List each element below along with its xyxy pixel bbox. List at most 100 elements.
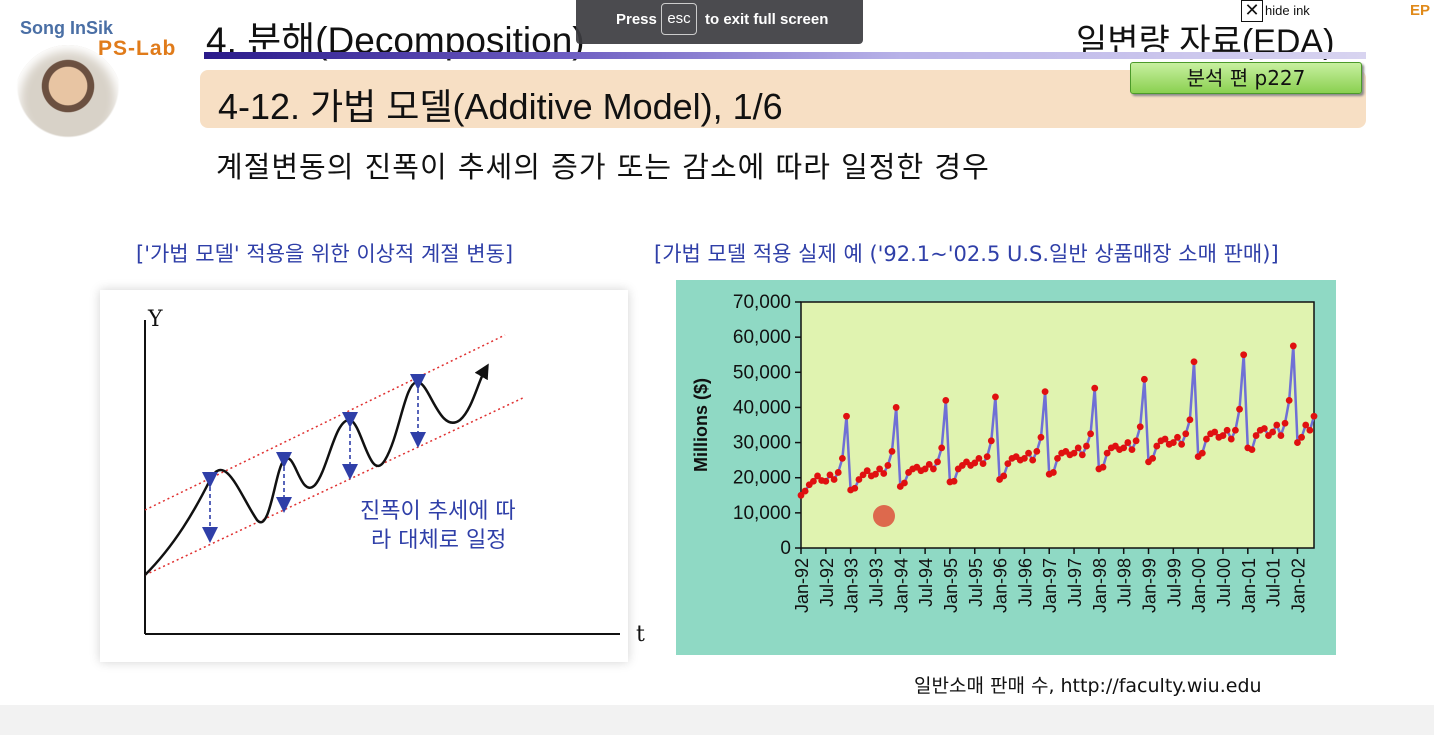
data-point [830, 476, 838, 483]
data-point [1161, 435, 1169, 443]
seasonal-curve [144, 363, 489, 576]
data-point [1260, 425, 1268, 432]
data-point [1198, 449, 1206, 457]
data-point [1070, 449, 1078, 457]
x-tick-label: Jan-97 [1040, 558, 1060, 613]
data-point [1285, 397, 1293, 404]
hide-ink-control[interactable]: ✕ hide ink [1240, 0, 1324, 22]
data-point [1078, 451, 1086, 459]
logo-lab: PS-Lab [98, 37, 177, 60]
data-point [1041, 388, 1049, 396]
data-point [901, 479, 908, 487]
data-point [1099, 463, 1107, 471]
hide-ink-label[interactable]: hide ink [1265, 3, 1310, 18]
data-point [1182, 430, 1190, 438]
data-point [838, 454, 846, 462]
x-tick-label: Jul-96 [1015, 558, 1035, 607]
y-tick-label: 40,000 [733, 397, 791, 418]
data-point [1211, 428, 1219, 436]
data-point [1037, 433, 1045, 441]
data-point [880, 470, 888, 477]
data-point [1252, 432, 1260, 439]
y-tick-label: 10,000 [733, 503, 791, 524]
x-tick-label: Jan-94 [891, 558, 911, 613]
data-point [1190, 358, 1198, 366]
x-tick-label: Jan-00 [1189, 558, 1209, 613]
data-point [888, 447, 896, 455]
x-tick-label: Jan-95 [941, 558, 961, 613]
data-point [979, 460, 987, 468]
data-point [872, 470, 879, 478]
x-tick-label: Jan-92 [792, 558, 812, 613]
x-tick-label: Jul-95 [966, 558, 986, 607]
data-point [1029, 456, 1037, 464]
data-point [1240, 351, 1248, 359]
data-point [1178, 440, 1186, 448]
data-point [876, 465, 884, 473]
close-icon[interactable]: ✕ [1241, 0, 1263, 22]
data-point [1074, 444, 1082, 452]
data-point [925, 460, 933, 468]
esc-key[interactable]: esc [661, 3, 697, 35]
page-ref-badge: 분석 편 p227 [1130, 62, 1362, 94]
data-point [1269, 428, 1277, 436]
data-point [942, 397, 950, 404]
data-point [1186, 416, 1194, 424]
data-point [810, 477, 817, 485]
x-axis-label: t [636, 622, 645, 647]
data-point [1049, 469, 1057, 476]
data-point [938, 444, 946, 452]
x-tick-label: Jan-02 [1288, 558, 1308, 613]
data-point [921, 465, 929, 473]
data-point [1248, 446, 1256, 453]
bottom-strip [0, 705, 1434, 735]
data-point [1306, 426, 1314, 434]
data-point [983, 453, 991, 461]
annotation-line-1: 진폭이 추세에 따 [360, 499, 516, 524]
data-point [1223, 426, 1231, 434]
data-point [1236, 405, 1243, 413]
data-point [843, 412, 850, 420]
y-tick-label: 60,000 [733, 327, 791, 348]
data-point [1298, 433, 1305, 441]
data-point [971, 459, 979, 467]
data-point [1136, 423, 1144, 431]
x-tick-label: Jul-97 [1065, 558, 1085, 607]
laser-pointer [873, 505, 895, 527]
data-point [1087, 430, 1094, 438]
data-point [929, 465, 937, 473]
x-tick-label: Jan-01 [1239, 558, 1259, 613]
data-point [797, 491, 805, 499]
x-tick-label: Jan-96 [991, 558, 1011, 613]
data-point [1033, 447, 1041, 455]
data-point [1302, 421, 1310, 429]
data-point [1140, 375, 1148, 383]
logo-name: Song InSik [20, 18, 114, 38]
data-point [1054, 454, 1061, 462]
slide-subtitle: 계절변동의 진폭이 추세의 증가 또는 감소에 따라 일정한 경우 [216, 150, 990, 184]
data-point [826, 471, 834, 479]
data-point [975, 454, 983, 462]
data-point [1231, 426, 1239, 434]
section-title: 4-12. 가법 모델(Additive Model), 1/6 [218, 86, 783, 127]
presenter-avatar [14, 45, 122, 153]
left-caption: ['가법 모델' 적용을 위한 이상적 계절 변동] [136, 242, 514, 266]
x-tick-label: Jul-98 [1115, 558, 1135, 607]
data-point [987, 437, 995, 445]
y-axis-label: Y [147, 307, 163, 332]
data-point [801, 487, 809, 495]
x-tick-label: Jul-94 [916, 558, 936, 607]
data-point [822, 477, 830, 485]
data-point [1000, 472, 1008, 480]
x-tick-label: Jul-01 [1264, 558, 1284, 607]
data-point [1310, 412, 1318, 420]
data-point [1083, 442, 1090, 450]
y-tick-label: 20,000 [733, 468, 791, 489]
data-point [834, 469, 842, 476]
data-point [1149, 454, 1157, 462]
y-tick-label: 30,000 [733, 433, 791, 454]
data-point [814, 472, 821, 480]
right-caption: [가법 모델 적용 실제 예 ('92.1~'02.5 U.S.일반 상품매장 … [654, 242, 1279, 266]
data-point [1277, 432, 1285, 439]
data-point [934, 458, 941, 466]
